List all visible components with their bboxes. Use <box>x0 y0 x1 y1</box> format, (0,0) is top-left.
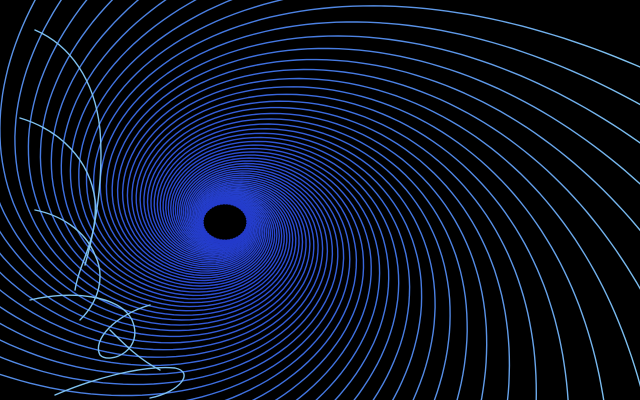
field-line <box>0 0 297 321</box>
field-line <box>39 0 288 308</box>
field-line <box>0 180 307 338</box>
field-line-loop <box>29 294 151 359</box>
field-line <box>78 0 278 293</box>
field-line <box>126 77 640 388</box>
field-line <box>50 0 285 304</box>
center-hole <box>205 206 245 238</box>
field-line <box>167 144 390 400</box>
field-line <box>0 182 304 332</box>
field-line <box>0 178 311 344</box>
field-line <box>14 0 294 316</box>
field-line <box>69 0 280 297</box>
field-line <box>172 151 372 400</box>
field-line <box>105 35 640 282</box>
field-line <box>159 132 423 400</box>
field-line <box>143 106 511 400</box>
field-line <box>99 21 640 284</box>
field-line-loop <box>19 117 97 291</box>
field-line <box>0 176 315 351</box>
field-line <box>165 140 400 400</box>
field-line <box>146 112 488 400</box>
field-line <box>153 123 451 400</box>
field-line <box>85 0 284 290</box>
field-line-loop <box>34 209 101 321</box>
field-line <box>176 157 358 400</box>
field-line <box>139 100 537 400</box>
field-line <box>135 93 569 400</box>
field-line <box>0 183 300 326</box>
field-line <box>131 86 605 400</box>
field-line <box>0 165 339 397</box>
field-line <box>60 0 283 300</box>
field-line <box>170 147 381 400</box>
field-line <box>180 162 345 400</box>
field-line-loop <box>34 29 102 266</box>
field-line <box>150 118 468 400</box>
field-line <box>0 174 319 358</box>
field-line <box>156 128 436 400</box>
field-line <box>178 160 351 400</box>
field-line <box>116 58 640 277</box>
field-line <box>111 47 640 279</box>
field-line <box>0 172 324 367</box>
field-line <box>27 0 291 312</box>
field-line-loop <box>54 366 185 399</box>
field-line <box>174 154 365 400</box>
field-line-loop <box>109 329 161 371</box>
field-line <box>92 5 640 287</box>
field-line <box>121 68 640 290</box>
field-line <box>162 136 411 400</box>
field-line <box>0 167 334 386</box>
